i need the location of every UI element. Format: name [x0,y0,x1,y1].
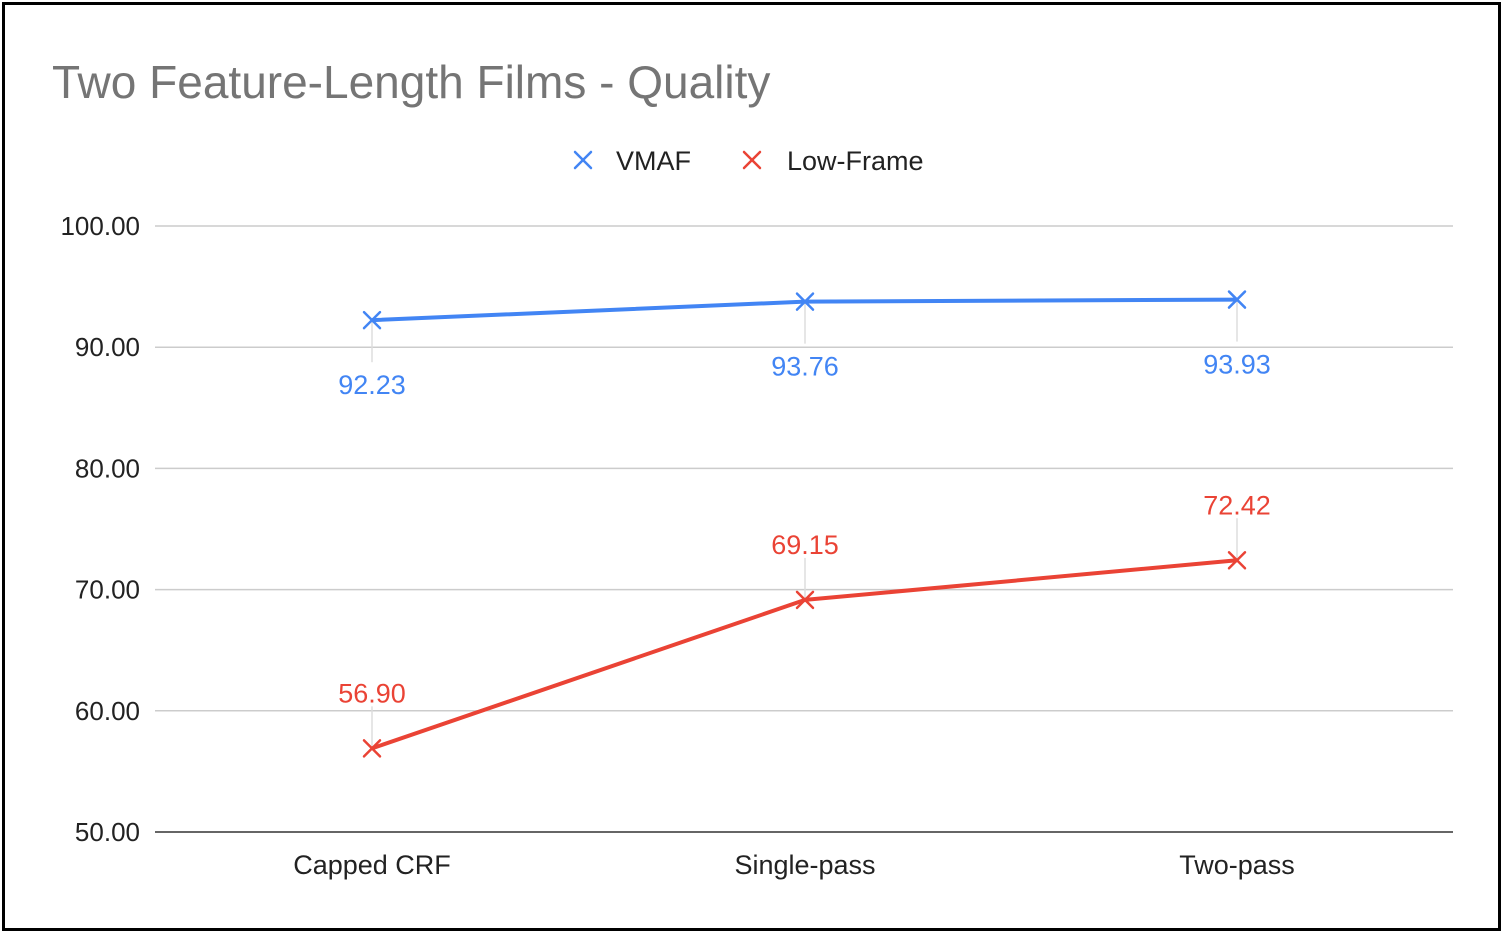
data-label: 69.15 [771,530,839,560]
series-low-frame [362,518,1247,758]
series-vmaf [362,290,1247,363]
x-tick-label: Two-pass [1179,850,1295,880]
x-icon [742,150,762,170]
data-point [795,292,815,311]
data-label: 72.42 [1203,490,1271,520]
legend-label: Low-Frame [787,146,924,176]
y-tick-label: 80.00 [75,453,140,483]
legend-item: Low-Frame [742,146,924,176]
data-labels: 92.23 93.76 93.93 56.90 69.15 72.42 [338,350,1271,709]
data-point [362,739,382,758]
data-point [1227,290,1247,309]
data-label: 56.90 [338,678,406,708]
chart-title: Two Feature-Length Films - Quality [52,56,770,108]
legend-item: VMAF [573,146,691,176]
x-icon [573,150,593,170]
y-tick-label: 70.00 [75,575,140,605]
series-group [362,290,1247,758]
x-tick-label: Single-pass [734,850,875,880]
x-axis-ticks: Capped CRF Single-pass Two-pass [293,850,1295,880]
y-tick-label: 100.00 [60,211,140,241]
data-point [1227,551,1247,570]
y-tick-label: 50.00 [75,817,140,847]
legend: VMAF Low-Frame [573,146,924,176]
data-point [362,310,382,330]
x-tick-label: Capped CRF [293,850,451,880]
data-label: 93.76 [771,352,839,382]
data-label: 92.23 [338,370,406,400]
data-point [795,590,815,610]
y-tick-label: 60.00 [75,696,140,726]
data-label: 93.93 [1203,350,1271,380]
y-axis-ticks: 50.00 60.00 70.00 80.00 90.00 100.00 [60,211,140,847]
legend-label: VMAF [616,146,691,176]
y-tick-label: 90.00 [75,332,140,362]
